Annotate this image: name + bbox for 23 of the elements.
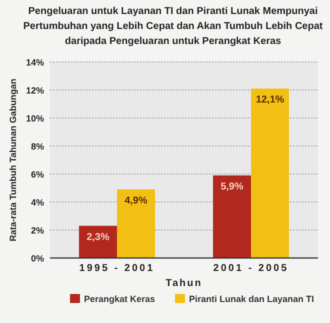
y-tick-label: 2% [30,226,44,236]
y-tick-label: 14% [26,58,44,68]
data-label: 2,3% [86,232,110,243]
bar [251,88,289,258]
y-axis-title: Rata-rata Tumbuh Tahunan Gabungan [8,78,18,242]
data-label: 4,9% [124,195,148,206]
y-tick-label: 12% [26,86,44,96]
y-tick-label: 8% [30,142,44,152]
y-tick-label: 0% [30,254,44,264]
y-tick-label: 6% [30,170,44,180]
data-label: 5,9% [220,181,244,192]
legend-label: Piranti Lunak dan Layanan TI [189,294,314,304]
legend-label: Perangkat Keras [84,294,156,304]
bar [117,189,155,258]
x-axis-title: Tahun [166,278,202,289]
y-tick-label: 10% [26,114,44,124]
x-tick-label: 1995 - 2001 [79,263,155,274]
bar [79,226,117,258]
x-tick-label: 2001 - 2005 [213,263,289,274]
y-tick-label: 4% [30,198,44,208]
data-label: 12,1% [256,94,284,106]
bar [213,175,251,258]
chart-title: Pengeluaran untuk Layanan TI dan Piranti Lunak Mempunyai Pertumbuhan yang Lebih Cepat dan Akan Tumbuh Lebih Cepat daripada Pengeluaran untuk Perangkat Keras [23,6,324,47]
